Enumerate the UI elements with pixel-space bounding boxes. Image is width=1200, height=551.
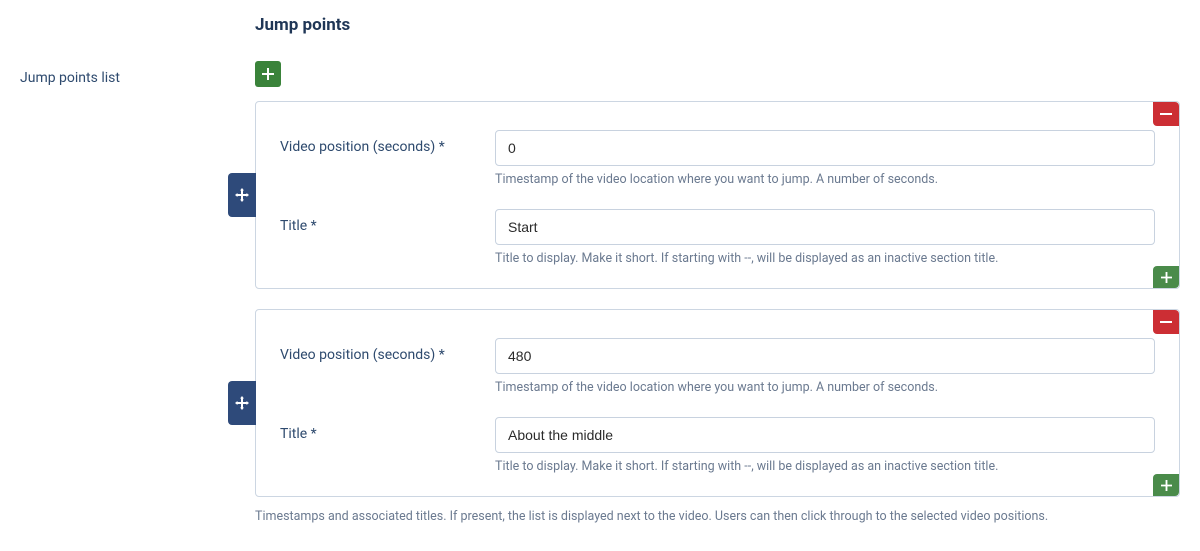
- drag-handle[interactable]: [228, 173, 256, 217]
- remove-item-button[interactable]: [1153, 102, 1179, 126]
- footer-help-text: Timestamps and associated titles. If pre…: [255, 509, 1180, 524]
- plus-icon: [1161, 272, 1172, 283]
- add-item-button[interactable]: [255, 61, 281, 87]
- title-label: Title *: [280, 417, 495, 442]
- remove-item-button[interactable]: [1153, 310, 1179, 334]
- position-input[interactable]: [495, 130, 1155, 166]
- position-help-text: Timestamp of the video location where yo…: [495, 380, 1155, 395]
- minus-icon: [1160, 316, 1172, 328]
- position-label: Video position (seconds) *: [280, 338, 495, 363]
- title-input[interactable]: [495, 417, 1155, 453]
- title-label: Title *: [280, 209, 495, 234]
- minus-icon: [1160, 108, 1172, 120]
- add-item-after-button[interactable]: [1153, 266, 1179, 288]
- title-input[interactable]: [495, 209, 1155, 245]
- plus-icon: [1161, 480, 1172, 491]
- move-icon: [235, 188, 249, 202]
- position-input[interactable]: [495, 338, 1155, 374]
- jump-point-card: Video position (seconds) * Timestamp of …: [255, 309, 1180, 497]
- title-help-text: Title to display. Make it short. If star…: [495, 251, 1155, 266]
- list-label: Jump points list: [20, 61, 255, 86]
- title-help-text: Title to display. Make it short. If star…: [495, 459, 1155, 474]
- jump-point-card: Video position (seconds) * Timestamp of …: [255, 101, 1180, 289]
- move-icon: [235, 396, 249, 410]
- drag-handle[interactable]: [228, 381, 256, 425]
- position-label: Video position (seconds) *: [280, 130, 495, 155]
- add-item-after-button[interactable]: [1153, 474, 1179, 496]
- position-help-text: Timestamp of the video location where yo…: [495, 172, 1155, 187]
- plus-icon: [262, 68, 274, 80]
- section-heading: Jump points: [255, 15, 1180, 35]
